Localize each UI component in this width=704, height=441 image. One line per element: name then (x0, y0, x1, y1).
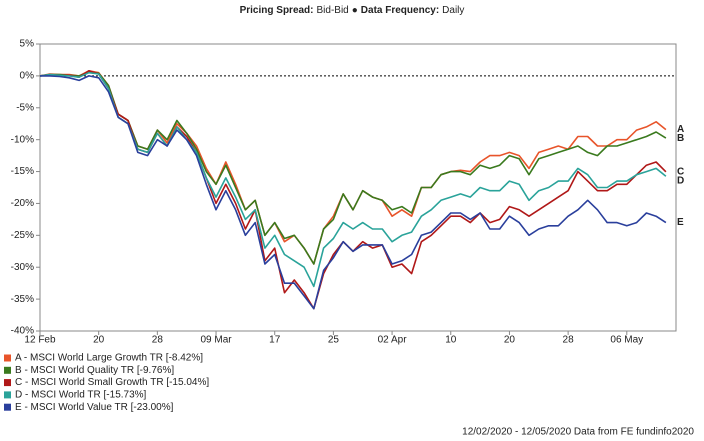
x-tick-label: 09 Mar (200, 335, 232, 346)
end-label: B (677, 133, 684, 144)
plot-frame (39, 43, 677, 332)
x-tick-label: 02 Apr (378, 335, 408, 346)
legend-label: E - MSCI World Value TR [-23.00%] (15, 402, 174, 413)
legend-label: C - MSCI World Small Growth TR [-15.04%] (15, 377, 209, 388)
y-tick-label: -5% (16, 102, 34, 113)
footer: 12/02/2020 - 12/05/2020 Data from FE fun… (462, 427, 694, 438)
x-tick-label: 10 (445, 335, 457, 346)
legend-swatch (4, 379, 11, 387)
y-tick-label: 0% (20, 71, 35, 82)
series-line (39, 70, 667, 265)
y-tick-label: -30% (11, 262, 34, 273)
end-label: D (677, 175, 684, 186)
series-line (39, 71, 667, 288)
x-tick-label: 20 (504, 335, 516, 346)
header-part: Data Frequency: (361, 5, 439, 16)
y-tick-label: -10% (11, 134, 34, 145)
series-line (40, 75, 667, 310)
header: Pricing Spread: Bid-Bid ● Data Frequency: Da… (240, 5, 465, 16)
header-part: ● (352, 5, 358, 16)
series-line (39, 71, 667, 265)
y-tick-label: -40% (11, 326, 34, 337)
x-tick-label: 28 (563, 335, 575, 346)
legend-swatch (4, 366, 11, 374)
x-tick-label: 12 Feb (24, 335, 56, 346)
y-tick-label: -20% (11, 198, 34, 209)
x-tick-label: 06 May (610, 335, 643, 346)
y-tick-label: -25% (11, 230, 34, 241)
x-tick-label: 20 (93, 335, 105, 346)
legend-swatch (4, 354, 11, 362)
end-label: C (677, 166, 684, 177)
end-label: A (677, 124, 684, 135)
header-part: Bid-Bid (317, 5, 349, 16)
y-tick-label: -15% (11, 166, 34, 177)
end-label: E (677, 217, 684, 228)
legend-label: A - MSCI World Large Growth TR [-8.42%] (15, 353, 203, 364)
legend-label: D - MSCI World TR [-15.73%] (15, 390, 147, 401)
x-tick-label: 25 (328, 335, 340, 346)
header-part: Pricing Spread: (240, 5, 314, 16)
legend-label: B - MSCI World Quality TR [-9.76%] (15, 365, 174, 376)
y-tick-label: -35% (11, 294, 34, 305)
header-part: Daily (442, 5, 464, 16)
y-tick-label: 5% (20, 39, 35, 50)
legend-swatch (4, 391, 11, 399)
series-line (39, 70, 667, 310)
x-tick-label: 28 (152, 335, 164, 346)
legend-swatch (4, 403, 11, 411)
x-tick-label: 17 (269, 335, 281, 346)
